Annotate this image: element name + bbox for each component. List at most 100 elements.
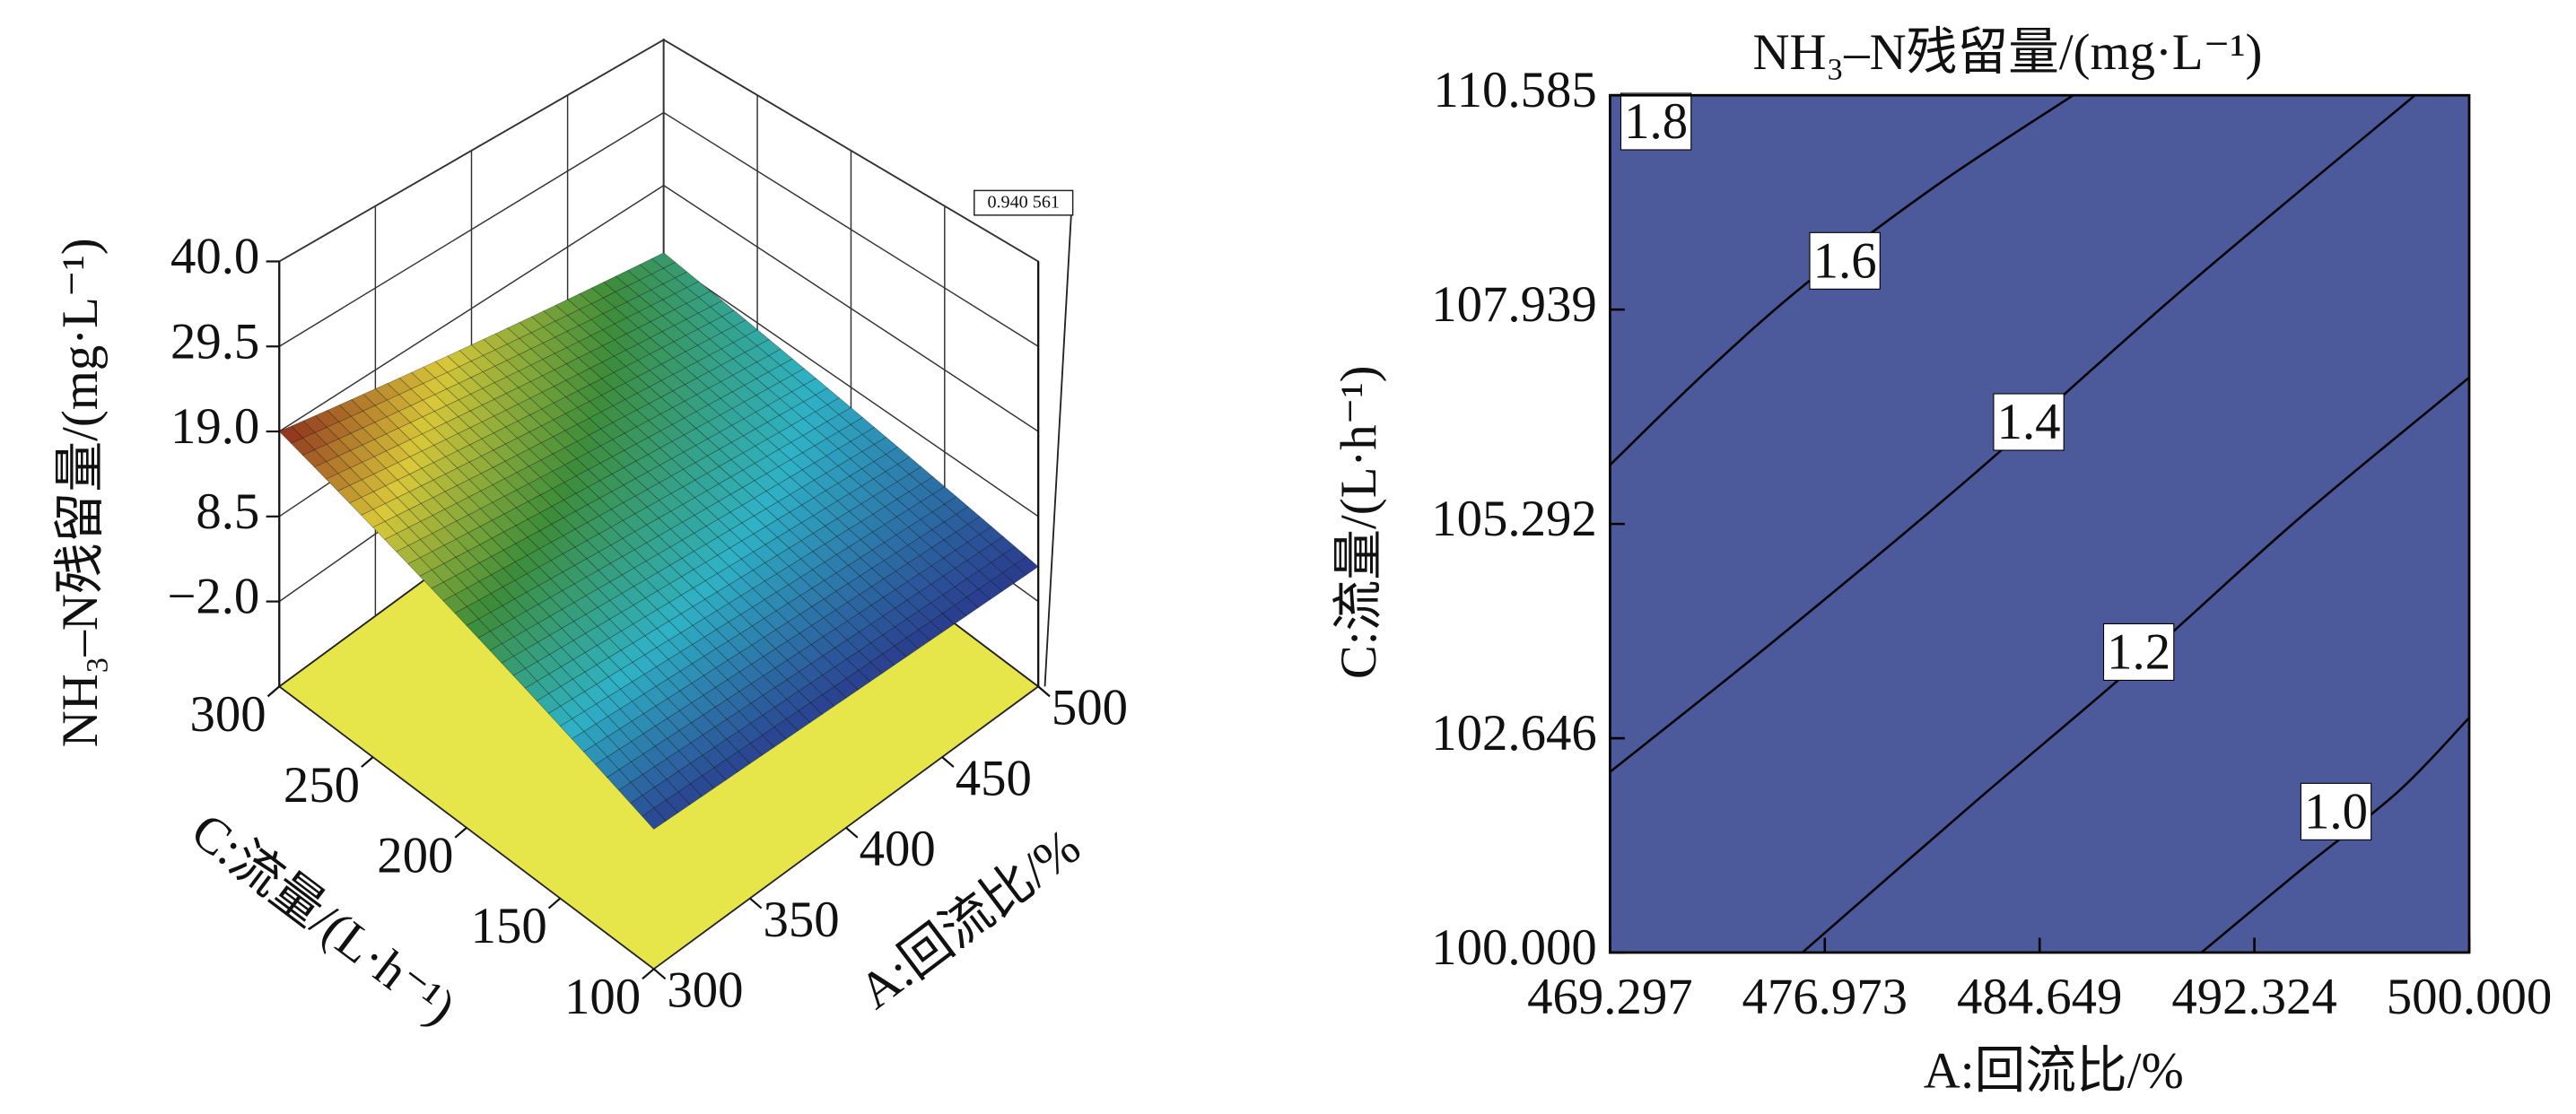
surface-patch [638, 289, 664, 307]
z-tick-label: 40.0 [170, 228, 259, 284]
surface-patch [572, 614, 598, 634]
z-tick-label: −2.0 [167, 569, 259, 625]
x-tick [1037, 685, 1051, 698]
surface-patch [756, 338, 782, 356]
y-tick [454, 827, 467, 839]
surface-patch [431, 562, 457, 583]
x-tick-label: 492.324 [2171, 969, 2336, 1025]
surface-patch [559, 718, 585, 740]
surface-patch [565, 373, 590, 392]
z-tick-label: 8.5 [196, 483, 259, 540]
surface-patch [669, 539, 694, 559]
surface-patch [633, 579, 659, 599]
surface-patch [613, 349, 639, 367]
surface-patch [481, 398, 507, 417]
surface-patch [655, 678, 681, 700]
y-tick [266, 685, 280, 698]
surface-patch [790, 418, 816, 437]
surface-patch [549, 590, 575, 610]
surface-patch [612, 415, 638, 434]
surface-patch [445, 450, 470, 469]
surface-patch [743, 428, 768, 447]
surface-patch [446, 382, 472, 401]
surface-patch [515, 518, 540, 538]
surface-patch [774, 640, 800, 661]
surface-patch [600, 422, 625, 440]
surface-patch [763, 648, 788, 669]
surface-patch [744, 345, 770, 363]
contour-plot: 1.8 1.6 1.4 1.2 1.0 469.297 476.973 484.649 492.… [1431, 62, 2552, 1025]
surface-patch [477, 631, 503, 651]
surface-patch [754, 491, 779, 509]
surface-patch [776, 547, 802, 567]
surface-patch [519, 332, 544, 350]
surface-patch [755, 387, 781, 406]
contour-label-box [1993, 393, 2065, 451]
surface-patch [669, 503, 695, 523]
surface-patch [602, 307, 628, 325]
surface-patch [740, 551, 766, 571]
surface-patch [373, 450, 399, 469]
surface-patch [847, 594, 872, 614]
surface-patch [730, 435, 756, 454]
surface-patch [431, 544, 457, 564]
surface-patch [575, 486, 600, 506]
surface-patch [654, 737, 680, 760]
surface-patch [638, 305, 664, 323]
surface-patch [740, 570, 765, 589]
surface-patch [601, 371, 626, 390]
surface-patch [884, 516, 909, 535]
surface-patch [649, 331, 675, 349]
surface-patch [814, 421, 840, 440]
surface-patch [741, 480, 767, 499]
surface-patch [762, 727, 787, 748]
surface-patch [506, 353, 532, 372]
surface-patch [754, 473, 780, 492]
surface-patch [490, 568, 516, 587]
surface-patch [658, 528, 683, 548]
y-tick-label: 105.292 [1431, 491, 1596, 547]
y-tick-label: 107.939 [1431, 276, 1596, 333]
surface-patch [457, 427, 483, 446]
surface-patch [709, 300, 735, 318]
z-axis-label: NH₃–N残留量/(mg·L⁻¹) [52, 238, 109, 747]
surface-patch [553, 396, 579, 414]
surface-patch [524, 661, 550, 682]
surface-patch [578, 335, 604, 352]
surface-patch [537, 634, 563, 656]
surface-patch [553, 379, 579, 397]
surface-patch [601, 355, 627, 373]
surface-patch [517, 397, 543, 416]
surface-patch [513, 610, 539, 631]
surface-patch [589, 395, 615, 413]
surface-patch [731, 385, 757, 403]
surface-patch [789, 522, 814, 542]
surface-patch [477, 612, 503, 632]
surface-patch [755, 439, 780, 457]
surface-patch [835, 546, 861, 566]
surface-patch [574, 540, 599, 560]
surface-patch [648, 413, 673, 431]
surface-patch [659, 457, 685, 477]
surface-patch [595, 716, 621, 737]
surface-patch [631, 713, 657, 735]
surface-patch [432, 474, 458, 492]
surface-patch [977, 580, 1003, 600]
surface-patch [930, 613, 956, 633]
surface-patch [584, 664, 609, 685]
surface-patch [637, 353, 662, 371]
surface-patch [752, 599, 777, 619]
surface-patch [668, 651, 693, 672]
surface-patch [750, 675, 776, 696]
surface-patch [548, 666, 574, 687]
surface-patch [646, 482, 672, 501]
x-tick-label: 476.973 [1742, 969, 1908, 1025]
surface-patch [648, 396, 674, 415]
surface-patch [685, 281, 712, 298]
surface-patch [775, 622, 800, 642]
surface-patch [396, 527, 422, 546]
x-tick-label: 300 [667, 962, 743, 1019]
surface-patch [776, 529, 802, 549]
surface-patch [512, 667, 538, 689]
